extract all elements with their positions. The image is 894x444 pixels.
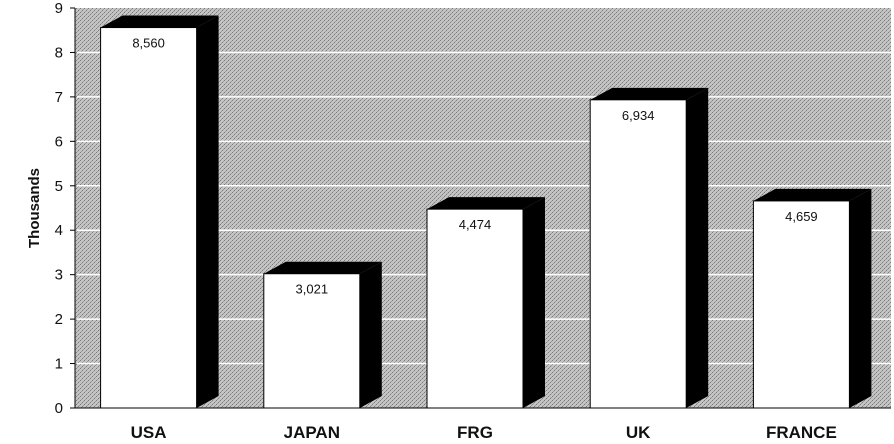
bar-face: [589, 99, 687, 409]
y-tick-label: 2: [55, 311, 63, 328]
bar-face: [100, 27, 198, 409]
bar-side: [686, 87, 709, 409]
bar-usa: 8,560: [100, 15, 219, 409]
bar-value-label: 4,659: [785, 209, 818, 224]
bar-top: [427, 197, 545, 210]
bar-uk: 6,934: [589, 87, 709, 409]
y-tick-label: 5: [55, 178, 63, 195]
y-axis: 0 1 2 3 4 5 6 7 8 9: [55, 0, 891, 417]
bar-side: [359, 261, 382, 408]
bars: 8,560 3,021 4,474 6,934 4,659: [100, 15, 872, 409]
x-category-label: USA: [131, 423, 167, 442]
bar-top: [263, 261, 382, 274]
bar-value-label: 8,560: [132, 36, 165, 51]
bar-side: [523, 197, 545, 408]
x-category-label: FRG: [457, 423, 493, 442]
x-category-label: JAPAN: [284, 423, 340, 442]
bar-france: 4,659: [752, 188, 872, 409]
bar-face: [752, 200, 850, 409]
bar-value-label: 6,934: [622, 108, 655, 123]
y-tick-label: 4: [55, 222, 63, 239]
y-tick-label: 9: [55, 0, 63, 17]
y-axis-title: Thousands: [26, 168, 43, 248]
y-tick-label: 6: [55, 133, 63, 150]
bar-top: [100, 15, 219, 28]
y-tick-label: 8: [55, 44, 63, 61]
y-tick-label: 7: [55, 89, 63, 106]
bar-face: [426, 208, 524, 409]
y-tick-label: 3: [55, 267, 63, 284]
bar-side: [196, 15, 219, 409]
bar-japan: 3,021: [263, 261, 382, 409]
y-tick-label: 0: [55, 400, 63, 417]
bar-value-label: 3,021: [296, 282, 329, 297]
category-labels: USA JAPAN FRG UK FRANCE: [131, 423, 837, 442]
bar-value-label: 4,474: [459, 217, 492, 232]
bar-top: [590, 87, 709, 100]
bar-frg: 4,474: [426, 197, 545, 409]
y-tick-label: 1: [55, 356, 63, 373]
x-category-label: FRANCE: [766, 423, 837, 442]
bar-face: [263, 273, 361, 409]
x-category-label: UK: [626, 423, 651, 442]
bar-side: [849, 188, 872, 408]
bar-top: [753, 188, 872, 201]
